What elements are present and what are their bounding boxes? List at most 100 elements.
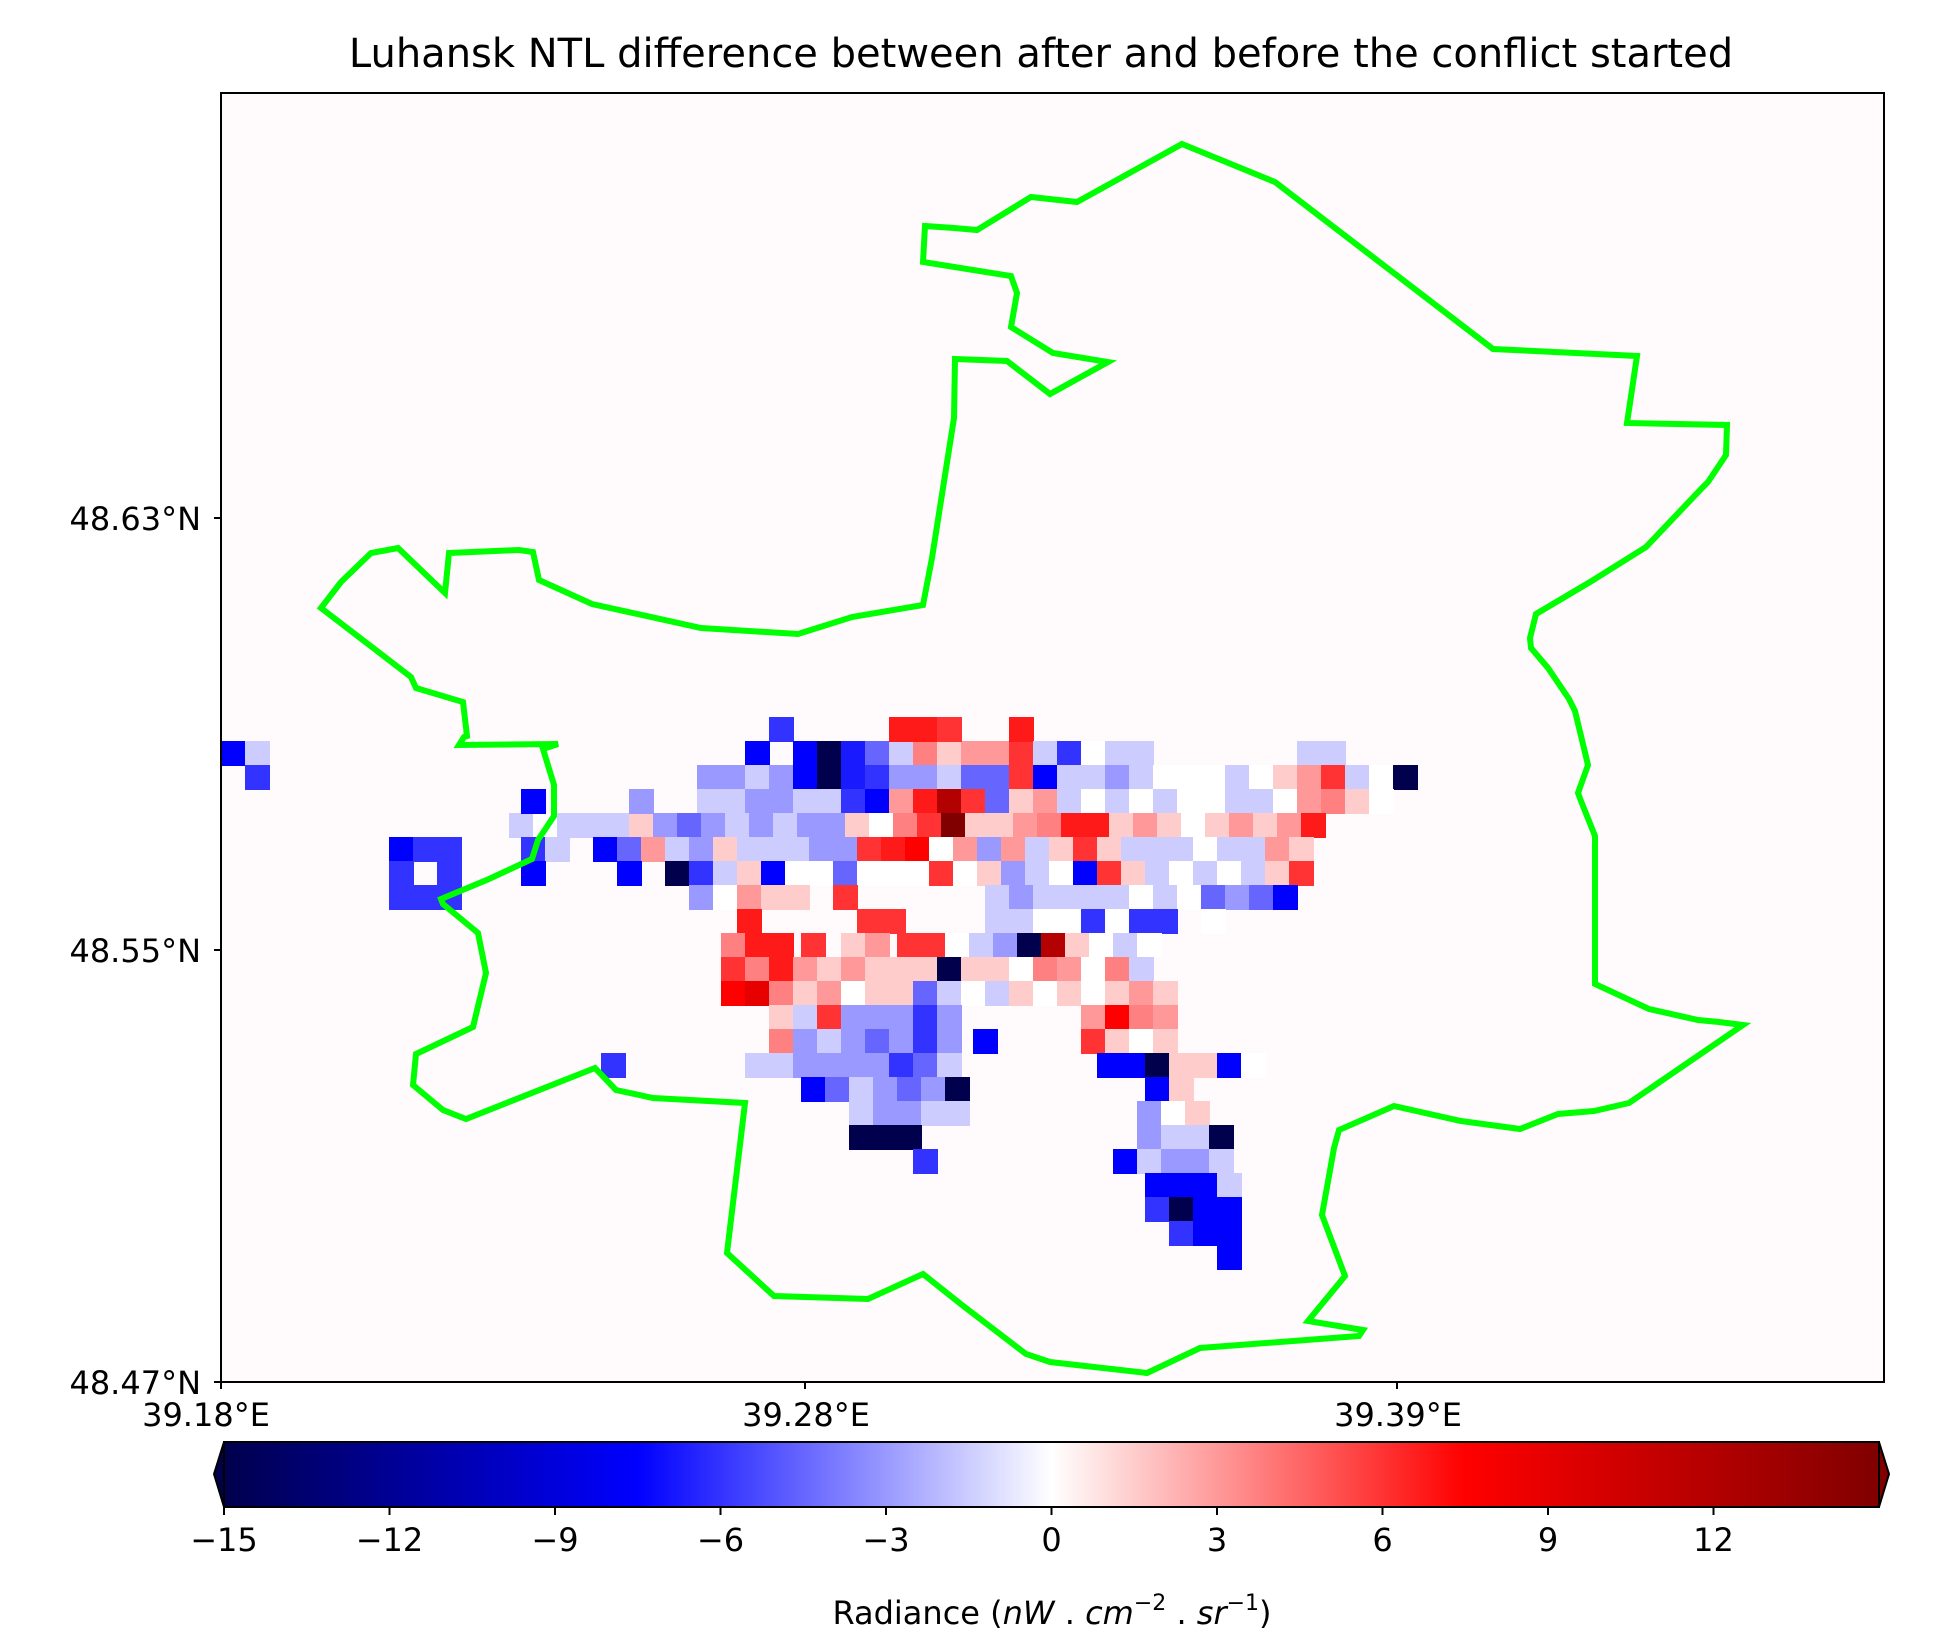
radiance-pixel bbox=[1265, 837, 1290, 862]
radiance-pixel bbox=[1081, 789, 1106, 814]
radiance-pixel bbox=[769, 1053, 794, 1078]
x-tick-label-0: 39.18°E bbox=[142, 1396, 270, 1434]
radiance-pixel bbox=[897, 1077, 922, 1102]
radiance-pixel bbox=[1017, 933, 1042, 958]
radiance-pixel bbox=[1177, 765, 1202, 790]
radiance-pixel bbox=[689, 861, 714, 886]
radiance-pixel bbox=[769, 717, 794, 742]
radiance-pixel bbox=[1229, 813, 1254, 838]
colorbar-label-sr-exp: −1 bbox=[1227, 1591, 1259, 1616]
radiance-pixel bbox=[1121, 837, 1146, 862]
radiance-pixel bbox=[985, 981, 1010, 1006]
colorbar-extend-min bbox=[212, 1441, 225, 1508]
radiance-pixel bbox=[1241, 861, 1266, 886]
radiance-pixel bbox=[557, 813, 582, 838]
radiance-pixel bbox=[825, 1077, 850, 1102]
radiance-pixel bbox=[961, 741, 986, 766]
radiance-pixel bbox=[1009, 741, 1034, 766]
radiance-pixel bbox=[1137, 933, 1162, 958]
colorbar-tick-label: 6 bbox=[1372, 1521, 1392, 1559]
radiance-pixel bbox=[1289, 861, 1314, 886]
radiance-pixel bbox=[897, 1101, 922, 1126]
radiance-pixel bbox=[1081, 885, 1106, 910]
radiance-pixel bbox=[889, 1029, 914, 1054]
radiance-pixel bbox=[873, 1125, 898, 1150]
radiance-pixel bbox=[881, 861, 906, 886]
colorbar-label-sep1: . bbox=[1055, 1594, 1086, 1632]
radiance-pixel bbox=[857, 909, 882, 934]
radiance-pixel bbox=[793, 1005, 818, 1030]
radiance-pixel bbox=[873, 1101, 898, 1126]
radiance-pixel bbox=[1177, 885, 1202, 910]
luhansk-city-boundary bbox=[316, 140, 1752, 1377]
x-tick-label-1: 39.28°E bbox=[742, 1396, 870, 1434]
radiance-pixel bbox=[1369, 789, 1394, 814]
colorbar-extend-max bbox=[1878, 1441, 1891, 1508]
radiance-pixel bbox=[1169, 1053, 1194, 1078]
radiance-pixel bbox=[961, 957, 986, 982]
colorbar-label-nw: nW bbox=[1003, 1594, 1056, 1632]
radiance-pixel bbox=[1129, 765, 1154, 790]
radiance-pixel bbox=[989, 813, 1014, 838]
radiance-pixel bbox=[865, 789, 890, 814]
radiance-pixel bbox=[1073, 861, 1098, 886]
colorbar-label-prefix: Radiance ( bbox=[832, 1594, 1002, 1632]
radiance-pixel bbox=[977, 861, 1002, 886]
x-axis: 39.18°E 39.28°E 39.39°E bbox=[142, 1382, 1462, 1434]
radiance-pixel bbox=[665, 837, 690, 862]
radiance-pixel bbox=[1133, 813, 1158, 838]
radiance-pixel bbox=[985, 885, 1010, 910]
radiance-pixel bbox=[1157, 813, 1182, 838]
radiance-pixel bbox=[769, 957, 794, 982]
radiance-pixel bbox=[1153, 1005, 1178, 1030]
radiance-pixel bbox=[605, 813, 630, 838]
radiance-pixel bbox=[985, 765, 1010, 790]
radiance-pixel bbox=[745, 765, 770, 790]
radiance-pixel bbox=[913, 1005, 938, 1030]
radiance-pixel bbox=[929, 837, 954, 862]
radiance-pixel bbox=[413, 837, 438, 862]
radiance-pixel bbox=[1089, 933, 1114, 958]
radiance-pixel bbox=[769, 1029, 794, 1054]
radiance-pixel bbox=[1105, 957, 1130, 982]
radiance-pixel bbox=[1033, 909, 1058, 934]
radiance-pixel bbox=[849, 1101, 874, 1126]
radiance-pixel bbox=[1057, 981, 1082, 1006]
radiance-pixel bbox=[737, 885, 762, 910]
radiance-pixel bbox=[1009, 909, 1034, 934]
radiance-pixel bbox=[1009, 885, 1034, 910]
radiance-pixel bbox=[1033, 741, 1058, 766]
radiance-pixel bbox=[921, 1077, 946, 1102]
radiance-pixel bbox=[1013, 813, 1038, 838]
radiance-pixel bbox=[841, 1005, 866, 1030]
radiance-pixel bbox=[1169, 861, 1194, 886]
radiance-pixel bbox=[1201, 909, 1226, 934]
radiance-pixel bbox=[1097, 1053, 1122, 1078]
radiance-pixel bbox=[913, 957, 938, 982]
map-frame bbox=[220, 92, 1885, 1383]
radiance-pixel bbox=[769, 981, 794, 1006]
radiance-pixel bbox=[1129, 909, 1154, 934]
radiance-pixel bbox=[1177, 789, 1202, 814]
radiance-pixel bbox=[817, 765, 842, 790]
colorbar-tick-label: −6 bbox=[697, 1521, 744, 1559]
radiance-pixel bbox=[873, 1077, 898, 1102]
radiance-pixel bbox=[1033, 885, 1058, 910]
radiance-pixel bbox=[761, 885, 786, 910]
radiance-pixel bbox=[841, 1029, 866, 1054]
radiance-pixel bbox=[641, 837, 666, 862]
radiance-pixel bbox=[437, 837, 462, 862]
radiance-pixel bbox=[841, 765, 866, 790]
radiance-pixel bbox=[1193, 837, 1218, 862]
radiance-pixel bbox=[1085, 813, 1110, 838]
radiance-pixel bbox=[1273, 789, 1298, 814]
colorbar: −15 −12 −9 −6 −3 0 3 6 9 12 Radiance (nW . cm−2 .… bbox=[190, 1441, 1891, 1632]
radiance-pixel bbox=[617, 837, 642, 862]
radiance-pixel bbox=[985, 741, 1010, 766]
radiance-pixel bbox=[865, 741, 890, 766]
radiance-pixel bbox=[941, 813, 966, 838]
radiance-pixel bbox=[697, 765, 722, 790]
radiance-pixel bbox=[1137, 1149, 1162, 1174]
radiance-pixel bbox=[1297, 741, 1322, 766]
